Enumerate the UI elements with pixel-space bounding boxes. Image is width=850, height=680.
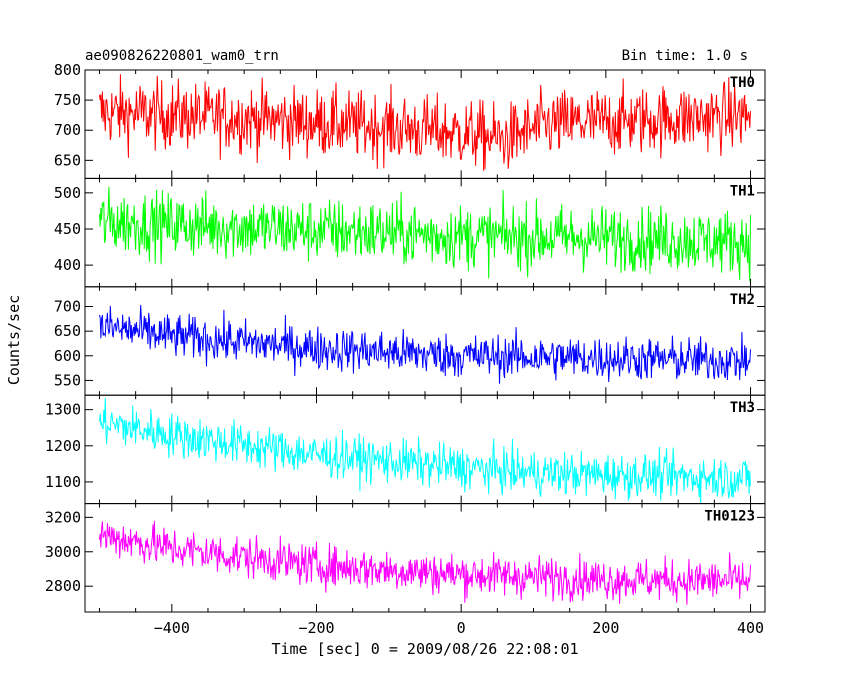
panel-th0123: 2800 3000 3200 TH0123: [45, 503, 766, 613]
y-tick-label: 3200: [45, 508, 81, 526]
panel-label-th0: TH0: [730, 75, 755, 91]
panel-th1: 400 450 500 TH1: [54, 177, 766, 288]
y-tick-label: 450: [54, 220, 81, 238]
y-tick-label: 650: [54, 322, 81, 340]
series-line-th2: [99, 304, 751, 384]
series-line-th3: [99, 397, 751, 504]
x-tick-label: 0: [457, 619, 466, 637]
panel-th3: 1100 1200 1300 TH3: [45, 394, 766, 505]
panel-frame: [84, 503, 766, 613]
x-tick-label: 200: [592, 619, 619, 637]
y-axis-label: Counts/sec: [5, 295, 23, 385]
y-tick-label: 1100: [45, 473, 81, 491]
y-tick-label: 800: [54, 61, 81, 79]
object-name-header: ae090826220801_wam0_trn: [85, 48, 279, 64]
y-tick-label: 1300: [45, 401, 81, 419]
y-tick-label: 750: [54, 91, 81, 109]
x-tick-label: −400: [154, 619, 190, 637]
y-tick-label: 700: [54, 298, 81, 316]
y-tick-label: 550: [54, 371, 81, 389]
panel-label-th2: TH2: [730, 292, 755, 308]
panel-th0: 650 700 750 800 TH0: [54, 61, 766, 179]
y-tick-label: 3000: [45, 543, 81, 561]
panel-label-th3: TH3: [730, 400, 755, 416]
series-line-th1: [99, 186, 751, 282]
x-tick-label: −200: [298, 619, 334, 637]
bin-time-header: Bin time: 1.0 s: [622, 48, 748, 64]
panels-group: 650 700 750 800 TH0 400 450 500 TH1 550 600 650 700 T…: [45, 61, 766, 613]
series-line-th0: [99, 74, 751, 171]
y-tick-label: 1200: [45, 437, 81, 455]
y-tick-label: 500: [54, 184, 81, 202]
y-tick-label: 600: [54, 347, 81, 365]
y-tick-label: 2800: [45, 577, 81, 595]
x-axis-label: Time [sec] 0 = 2009/08/26 22:08:01: [271, 640, 578, 658]
x-tick-label: 400: [737, 619, 764, 637]
panel-label-th1: TH1: [730, 183, 755, 199]
y-tick-label: 400: [54, 256, 81, 274]
x-tick-labels-group: −400 −200 0 200 400: [154, 619, 764, 637]
series-line-th0123: [99, 520, 751, 605]
y-tick-label: 700: [54, 121, 81, 139]
panel-th2: 550 600 650 700 TH2: [54, 286, 766, 396]
y-tick-label: 650: [54, 151, 81, 169]
panel-label-th0123: TH0123: [704, 509, 755, 525]
